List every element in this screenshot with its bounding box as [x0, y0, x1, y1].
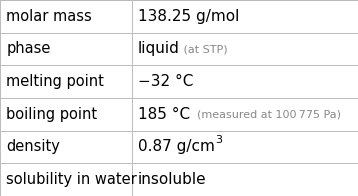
Text: (at STP): (at STP) — [180, 44, 227, 54]
Text: density: density — [6, 140, 60, 154]
Text: 138.25 g/mol: 138.25 g/mol — [138, 9, 239, 24]
Text: (measured at 100 775 Pa): (measured at 100 775 Pa) — [190, 109, 341, 119]
Text: solubility in water: solubility in water — [6, 172, 137, 187]
Text: liquid: liquid — [138, 42, 180, 56]
Text: boiling point: boiling point — [6, 107, 98, 122]
Text: melting point: melting point — [6, 74, 104, 89]
Text: 185 °C: 185 °C — [138, 107, 190, 122]
Text: −32 °C: −32 °C — [138, 74, 193, 89]
Text: molar mass: molar mass — [6, 9, 92, 24]
Text: insoluble: insoluble — [138, 172, 207, 187]
Text: 0.87 g/cm: 0.87 g/cm — [138, 140, 215, 154]
Text: 3: 3 — [215, 135, 222, 145]
Text: phase: phase — [6, 42, 51, 56]
